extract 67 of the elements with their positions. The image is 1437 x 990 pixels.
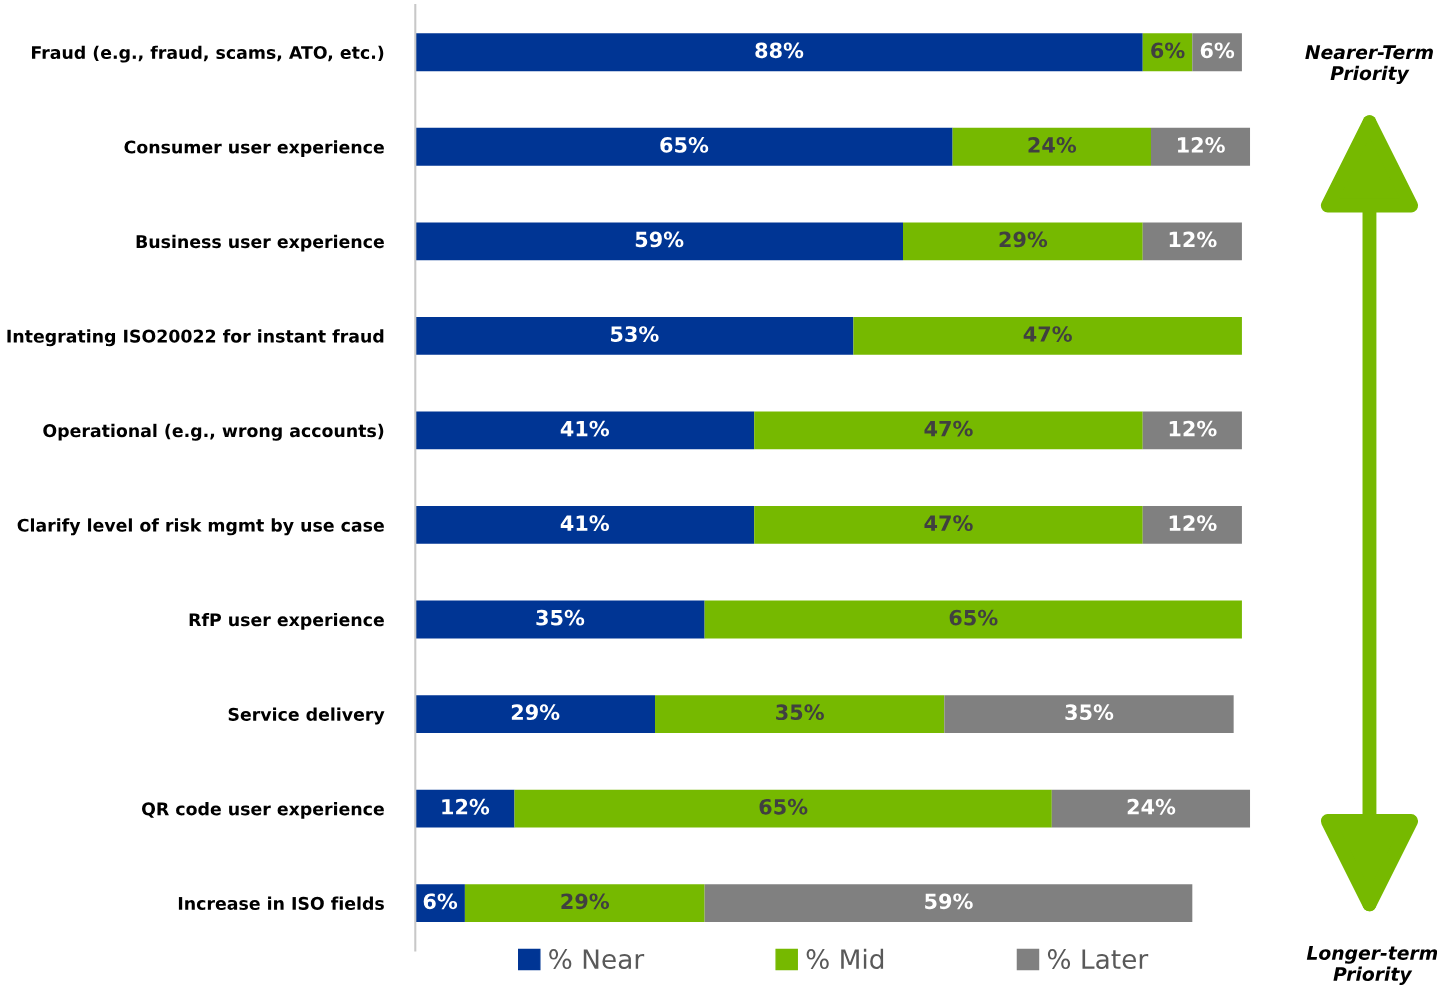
y-tick-label: QR code user experience <box>142 801 384 819</box>
text: Longer-term Priority <box>1306 946 1437 985</box>
bar <box>415 316 854 355</box>
data-label: 29% <box>999 231 1048 248</box>
bar <box>415 600 705 639</box>
text: Nearer-Term Priority <box>1305 45 1433 84</box>
data-label: 29% <box>561 893 610 910</box>
data-label: 41% <box>560 515 610 531</box>
bar <box>853 316 1242 355</box>
data-label: 59% <box>925 893 973 910</box>
data-label: 6% <box>423 893 458 910</box>
legend-label: % Mid <box>806 948 884 970</box>
data-label: 6% <box>1200 42 1235 59</box>
legend-label: % Near <box>549 949 645 970</box>
y-tick-label: Service delivery <box>228 707 385 725</box>
bar <box>1150 127 1251 166</box>
bar <box>415 222 904 261</box>
data-label: 6% <box>1151 42 1185 59</box>
y-tick-label: Operational (e.g., wrong accounts) <box>43 423 384 441</box>
data-label: 12% <box>1178 137 1225 153</box>
bar <box>415 33 1143 72</box>
data-label: 53% <box>611 326 659 342</box>
bar <box>415 127 953 166</box>
bar <box>514 789 1052 828</box>
bar <box>754 506 1143 544</box>
y-tick-label: Integrating ISO20022 for instant fraud <box>7 329 384 347</box>
bar <box>1142 222 1242 261</box>
bar <box>464 884 705 923</box>
legend-label: % Later <box>1047 949 1149 970</box>
data-label: 24% <box>1028 137 1077 153</box>
data-label: 35% <box>1065 704 1114 721</box>
data-label: 24% <box>1127 798 1176 815</box>
data-label: 12% <box>1169 515 1217 531</box>
bar <box>903 222 1143 261</box>
bar <box>1051 789 1251 828</box>
y-tick-label: Increase in ISO fields <box>178 896 384 910</box>
data-label: 12% <box>1169 420 1217 437</box>
data-label: 88% <box>755 42 804 59</box>
bar <box>655 695 945 733</box>
data-label: 12% <box>442 798 490 815</box>
data-label: 65% <box>660 137 709 153</box>
y-tick-label: Fraud (e.g., fraud, scams, ATO, etc.) <box>32 45 384 63</box>
data-label: 41% <box>560 420 610 437</box>
bar <box>754 411 1143 450</box>
bar <box>415 411 755 450</box>
bar <box>952 127 1151 166</box>
data-label: 29% <box>511 704 560 721</box>
bar <box>704 884 1193 923</box>
data-label: 35% <box>776 704 824 721</box>
data-label: 65% <box>949 609 998 626</box>
data-label: 59% <box>635 231 684 248</box>
bar <box>415 695 656 733</box>
y-tick-label: Consumer user experience <box>124 140 384 157</box>
y-tick-label: Business user experience <box>136 234 384 252</box>
data-label: 35% <box>536 609 585 626</box>
data-label: 47% <box>924 420 973 437</box>
y-tick-label: RfP user experience <box>189 612 384 630</box>
data-label: 65% <box>759 798 808 815</box>
bar <box>944 695 1234 733</box>
bar <box>704 600 1242 639</box>
bar <box>415 506 755 544</box>
bar <box>1142 506 1242 544</box>
data-label: 47% <box>924 515 973 531</box>
y-tick-label: Clarify level of risk mgmt by use case <box>17 518 384 536</box>
data-label: 12% <box>1169 231 1217 248</box>
data-label: 47% <box>1023 326 1072 342</box>
bar <box>1142 411 1242 450</box>
